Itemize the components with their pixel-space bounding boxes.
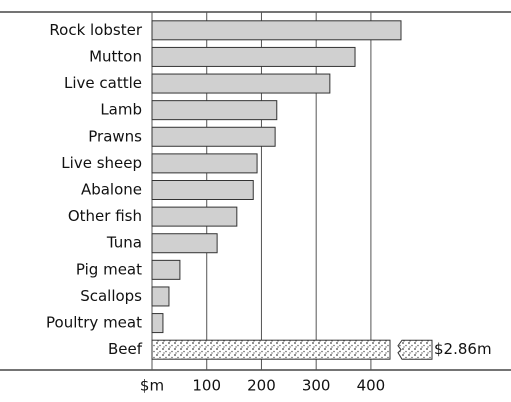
bar [151, 233, 218, 254]
bar-segment [151, 339, 391, 360]
x-tick-label: 300 [302, 377, 331, 395]
x-tick-label: 100 [192, 377, 221, 395]
bar [151, 73, 331, 94]
x-tick-label: 400 [357, 377, 386, 395]
y-tick-label: Other fish [68, 207, 142, 225]
bar [151, 100, 278, 121]
y-tick-label: Tuna [106, 234, 142, 252]
bar-segment [397, 339, 433, 360]
bar [151, 259, 181, 280]
y-tick-label: Live cattle [64, 74, 142, 92]
bar [151, 153, 258, 174]
y-tick-label: Pig meat [76, 260, 142, 278]
y-tick-label: Poultry meat [46, 314, 142, 332]
y-tick-label: Beef [108, 340, 143, 358]
x-tick-label: 200 [247, 377, 276, 395]
bar [151, 180, 254, 200]
y-tick-label: Lamb [100, 101, 142, 119]
bar [151, 126, 276, 147]
y-tick-label: Rock lobster [49, 21, 142, 39]
y-tick-label: Scallops [80, 287, 142, 305]
x-tick-label: $m [140, 377, 164, 395]
bar [151, 313, 164, 334]
bar [151, 286, 170, 307]
bar [151, 20, 402, 41]
bar [151, 46, 356, 67]
y-tick-label: Mutton [89, 47, 142, 65]
bar [151, 206, 238, 227]
y-tick-label: Prawns [88, 127, 142, 145]
y-tick-label: Abalone [81, 181, 142, 199]
y-tick-label: Live sheep [61, 154, 142, 172]
value-label: $2.86m [434, 340, 492, 358]
